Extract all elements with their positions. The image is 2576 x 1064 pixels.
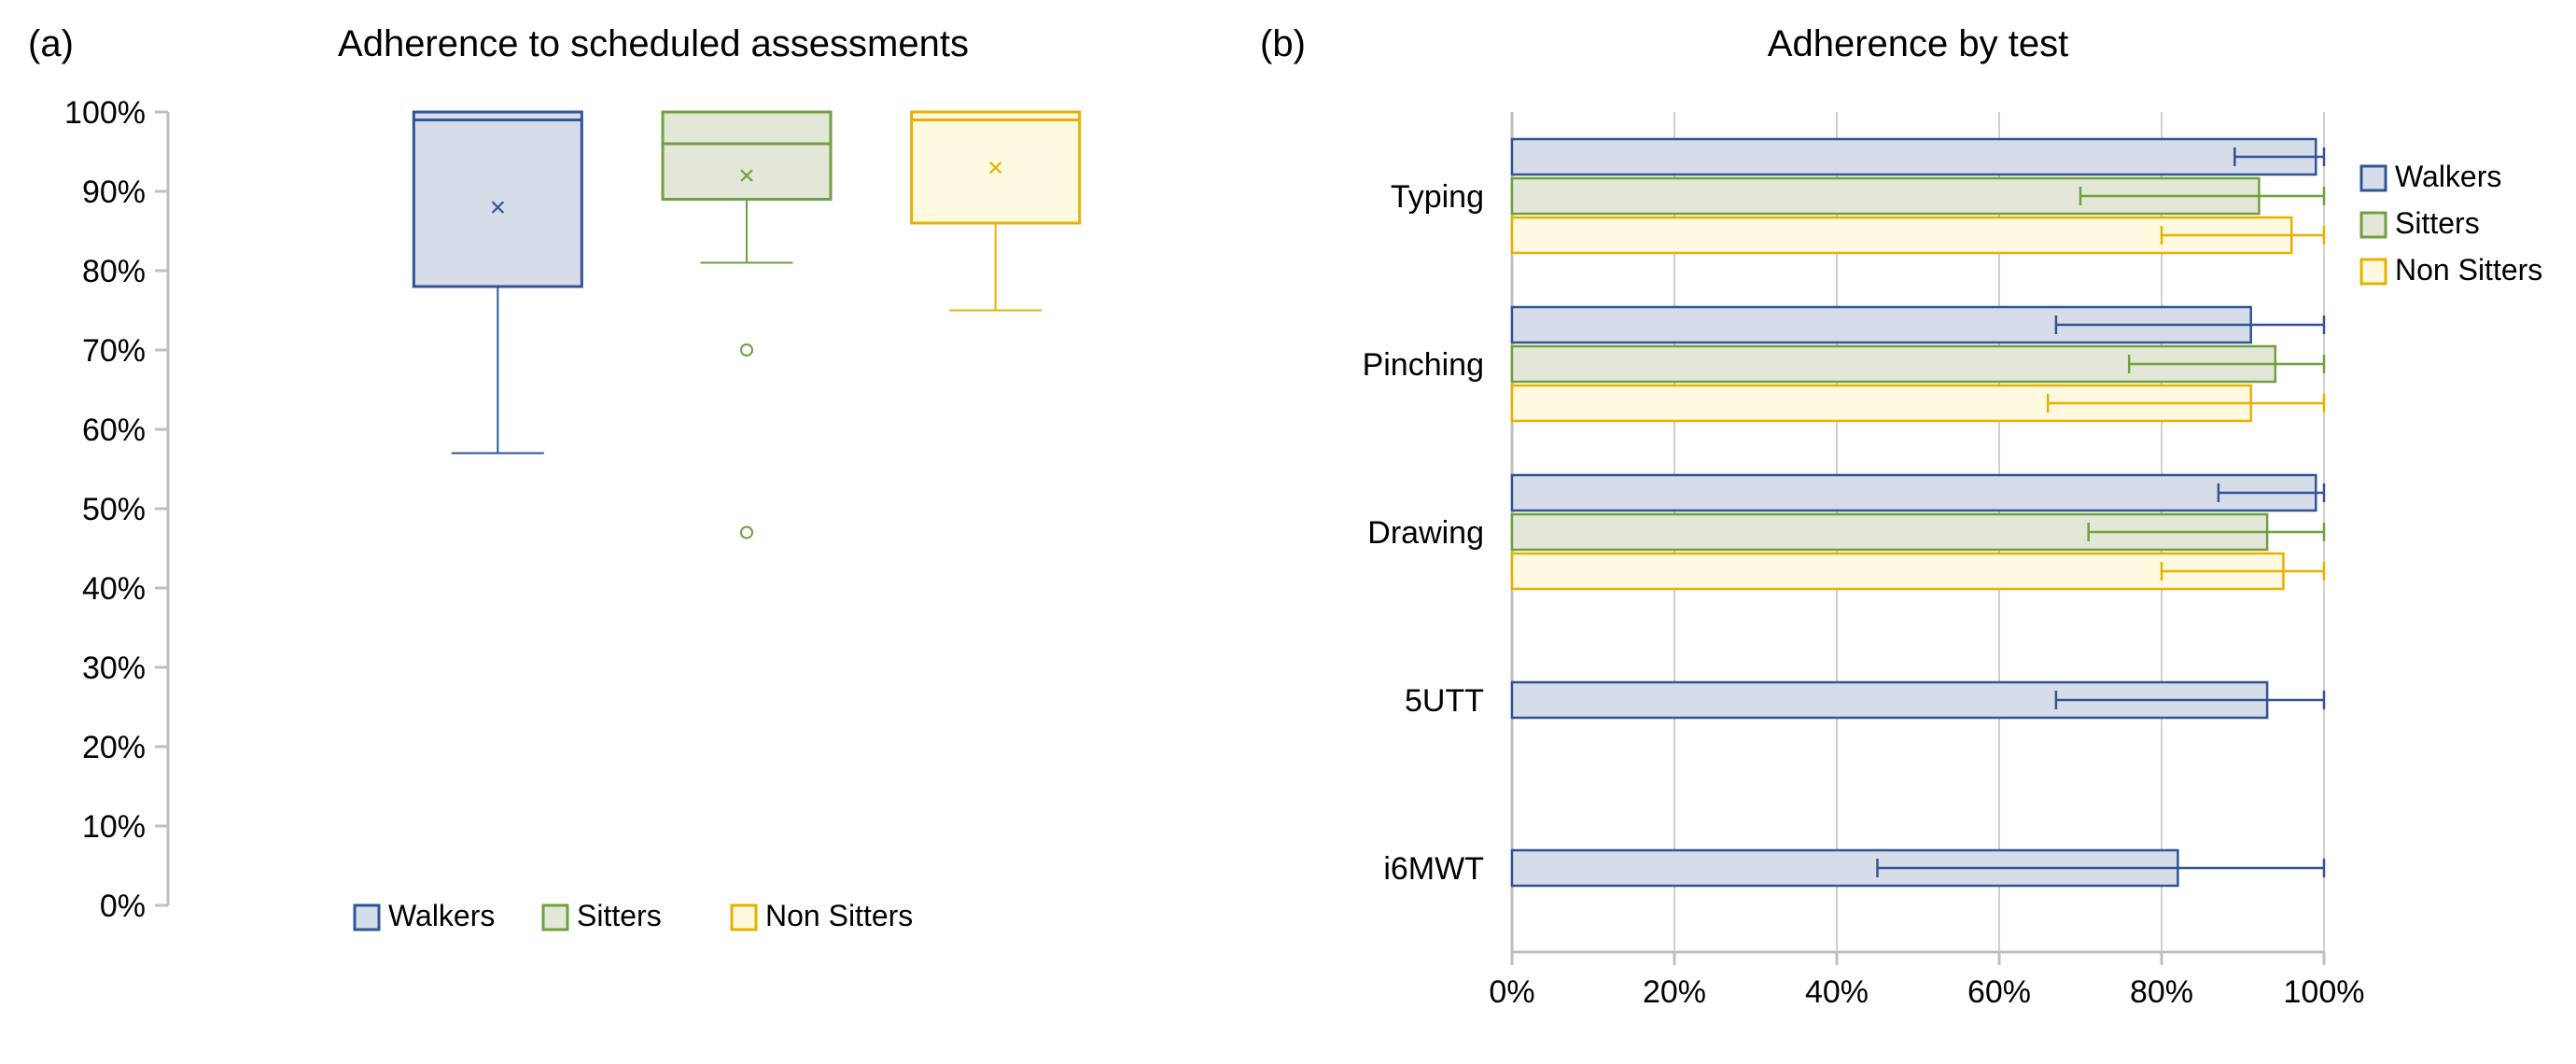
legend-label: Sitters bbox=[577, 899, 662, 932]
panel-a-title: Adherence to scheduled assessments bbox=[338, 23, 969, 64]
panel-b-xtick-label: 100% bbox=[2284, 974, 2365, 1010]
panel-b-xtick-label: 60% bbox=[1967, 974, 2031, 1010]
panel-a-ytick-label: 30% bbox=[82, 651, 146, 686]
legend-swatch bbox=[2361, 166, 2386, 190]
panel-b-xtick-label: 80% bbox=[2130, 974, 2193, 1010]
bar-pinching-non-sitters bbox=[1512, 385, 2324, 421]
panel-a-ytick-label: 90% bbox=[82, 175, 146, 210]
panel-b-xtick-label: 40% bbox=[1805, 974, 1869, 1010]
panel-a-ytick-label: 20% bbox=[82, 730, 146, 765]
panel-b-xtick-label: 20% bbox=[1643, 974, 1706, 1010]
panel-a-ytick-label: 0% bbox=[100, 889, 146, 924]
boxplot-non-sitters: × bbox=[912, 112, 1080, 311]
panel-b-category-label: 5UTT bbox=[1405, 683, 1484, 719]
panel-b-category-label: Typing bbox=[1391, 179, 1484, 215]
mean-marker: × bbox=[738, 161, 755, 191]
panel-b-label: (b) bbox=[1260, 23, 1306, 64]
mean-marker: × bbox=[987, 153, 1004, 184]
panel-a-ytick-label: 80% bbox=[82, 254, 146, 289]
mean-marker: × bbox=[490, 192, 507, 223]
bar-5utt-walkers bbox=[1512, 682, 2324, 718]
bar-drawing-sitters bbox=[1512, 514, 2324, 550]
legend-label: Non Sitters bbox=[2395, 253, 2542, 287]
bar-pinching-walkers bbox=[1512, 307, 2324, 343]
legend-swatch bbox=[732, 905, 756, 930]
legend-swatch bbox=[543, 905, 567, 930]
panel-a-ytick-label: 10% bbox=[82, 809, 146, 845]
figure: (a) Adherence to scheduled assessments 0% 1… bbox=[0, 0, 2576, 1064]
legend-label: Walkers bbox=[2395, 160, 2501, 193]
bar-typing-walkers bbox=[1512, 139, 2324, 175]
charts-svg: (a) Adherence to scheduled assessments 0% 1… bbox=[0, 0, 2576, 1064]
panel-a-ytick-label: 70% bbox=[82, 333, 146, 369]
panel-b-xtick-label: 0% bbox=[1489, 974, 1534, 1010]
outlier bbox=[741, 527, 752, 539]
panel-b-title: Adherence by test bbox=[1768, 23, 2068, 64]
outlier bbox=[741, 344, 752, 356]
bar-drawing-walkers bbox=[1512, 475, 2324, 511]
bar-drawing-non-sitters bbox=[1512, 553, 2324, 589]
legend-swatch bbox=[2361, 213, 2386, 237]
panel-a-ytick-label: 100% bbox=[64, 95, 146, 131]
bar-typing-non-sitters bbox=[1512, 217, 2324, 253]
legend-label: Non Sitters bbox=[765, 899, 913, 932]
panel-a-ytick-label: 40% bbox=[82, 571, 146, 607]
bar-pinching-sitters bbox=[1512, 346, 2324, 382]
panel-b-category-label: Pinching bbox=[1363, 347, 1484, 383]
boxplot-walkers: × bbox=[413, 112, 581, 454]
panel-a-label: (a) bbox=[28, 23, 74, 64]
boxplot-sitters: × bbox=[663, 112, 831, 539]
bar-typing-sitters bbox=[1512, 178, 2324, 214]
legend-swatch bbox=[355, 905, 379, 930]
panel-a-ytick-label: 50% bbox=[82, 492, 146, 527]
bar-i6mwt-walkers bbox=[1512, 850, 2324, 886]
legend-swatch bbox=[2361, 259, 2386, 284]
panel-b-category-label: Drawing bbox=[1367, 515, 1484, 551]
legend-label: Walkers bbox=[388, 899, 495, 932]
legend-label: Sitters bbox=[2395, 206, 2480, 240]
panel-b-category-label: i6MWT bbox=[1383, 851, 1484, 887]
panel-a-ytick-label: 60% bbox=[82, 413, 146, 448]
